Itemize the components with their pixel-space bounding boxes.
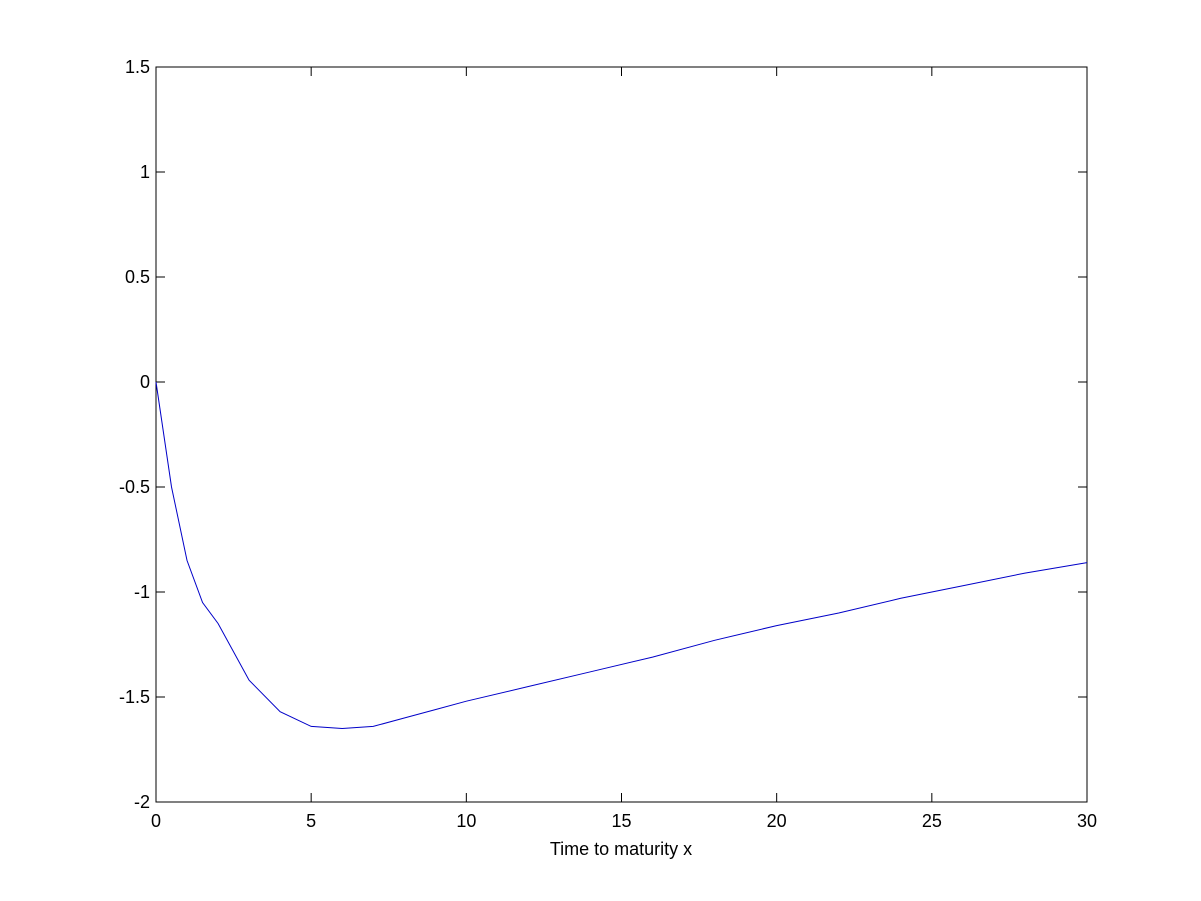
x-tick-label: 25 [922, 811, 942, 831]
y-tick-label: -1.5 [119, 687, 150, 707]
data-line [155, 381, 1088, 730]
y-tick-label: 1.5 [125, 57, 150, 77]
x-tick-label: 15 [611, 811, 631, 831]
y-tick-label: 1 [140, 162, 150, 182]
plot-area [155, 66, 1088, 803]
y-tick-label: 0 [140, 372, 150, 392]
x-axis-label: Time to maturity x [550, 839, 692, 859]
y-tick-label: 0.5 [125, 267, 150, 287]
y-tick-label: -0.5 [119, 477, 150, 497]
x-tick-label: 10 [456, 811, 476, 831]
x-tick-label: 20 [767, 811, 787, 831]
x-tick-label: 5 [306, 811, 316, 831]
y-tick-label: -2 [134, 792, 150, 812]
x-tick-label: 30 [1077, 811, 1097, 831]
x-tick-label: 0 [151, 811, 161, 831]
y-tick-label: -1 [134, 582, 150, 602]
